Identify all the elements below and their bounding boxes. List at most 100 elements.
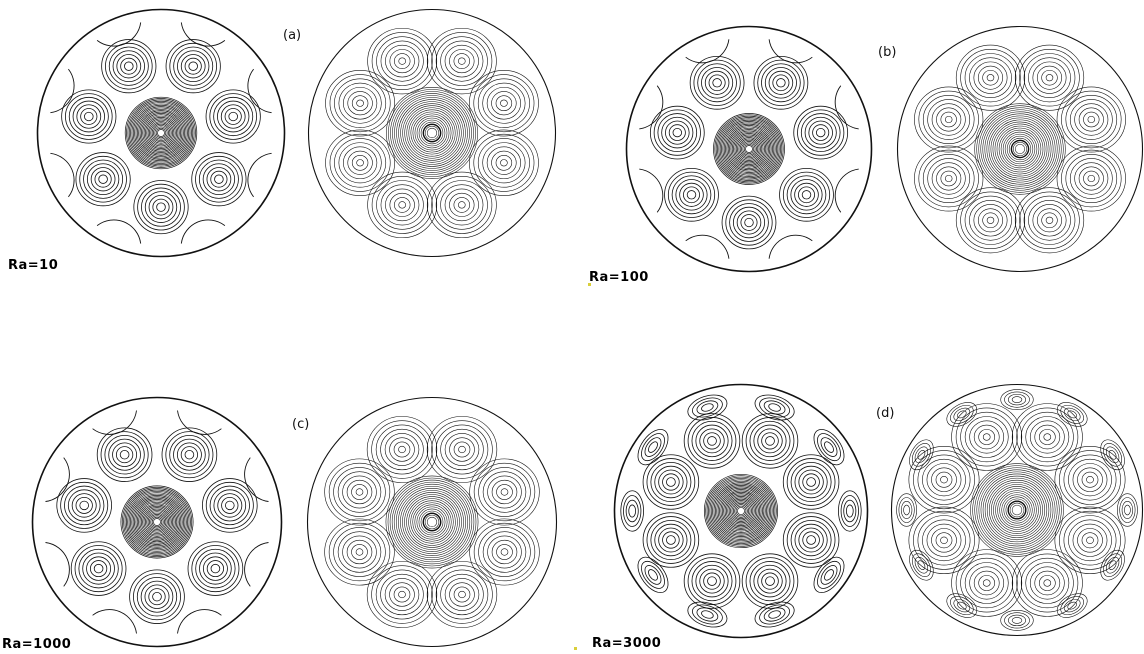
contour-line [389, 192, 415, 217]
contour-line [444, 433, 480, 466]
contour-line [151, 123, 171, 143]
contour-line [60, 481, 109, 529]
contour-line [696, 607, 719, 622]
contour-line [435, 424, 489, 475]
contour-line [646, 458, 696, 506]
contour-line [80, 108, 98, 125]
contour-line [705, 475, 777, 547]
ring-vortex [908, 446, 980, 514]
contour-line [717, 117, 781, 181]
contour-line [1000, 610, 1034, 631]
contour-line [794, 182, 819, 207]
contour-line [944, 115, 953, 124]
contour-line [683, 186, 700, 204]
contour-line [1012, 141, 1028, 157]
contour-line [398, 57, 406, 65]
contour-line [806, 535, 816, 545]
contour-line [426, 27, 497, 95]
contour-line [420, 121, 444, 145]
contour-line [1034, 424, 1061, 450]
contour-line [733, 133, 765, 165]
contour-line [130, 102, 192, 164]
contour-line [221, 496, 239, 514]
contour-line [213, 489, 247, 522]
contour-line [199, 552, 232, 585]
contour-line [482, 471, 527, 513]
contour-line [161, 427, 218, 482]
panel-a-letter: (a) [283, 28, 302, 43]
ring-vortex [61, 89, 117, 144]
contour-line [1019, 49, 1080, 107]
contour-line [125, 490, 189, 554]
contour-line [151, 516, 163, 528]
contour-line [683, 413, 741, 469]
contour-line [217, 100, 250, 133]
contour-line [132, 104, 190, 162]
contour-line [969, 420, 1005, 454]
contour-line [139, 111, 183, 155]
contour-line [1029, 420, 1065, 454]
ring-vortex [664, 167, 719, 222]
contour-line [389, 479, 475, 565]
contour-line [665, 120, 690, 145]
contour-line [909, 439, 934, 471]
contour-line [426, 516, 438, 528]
contour-line [917, 515, 971, 566]
ring-vortex [75, 152, 131, 207]
contour-line [133, 573, 181, 621]
contour-line [61, 89, 117, 144]
contour-line [820, 437, 838, 457]
contour-line [337, 531, 382, 573]
contour-line [482, 142, 526, 184]
contour-line [89, 560, 108, 578]
contour-line [1020, 411, 1074, 463]
contour-line [1011, 504, 1023, 516]
outer-cell [946, 593, 978, 618]
ring-vortex [951, 549, 1023, 617]
contour-line [328, 522, 391, 582]
contour-line [70, 541, 127, 596]
contour-line [416, 506, 448, 538]
contour-line [435, 36, 488, 86]
contour-line [759, 604, 791, 625]
contour-line [408, 109, 456, 157]
contour-line [641, 560, 665, 589]
contour-line [142, 114, 180, 152]
contour-line [414, 115, 450, 151]
contour-line [1023, 53, 1076, 103]
contour-line [765, 436, 775, 446]
contour-line [1038, 575, 1056, 591]
contour-line [714, 114, 784, 184]
contour-line [1083, 111, 1100, 128]
contour-line [820, 565, 838, 585]
contour-line [384, 433, 420, 466]
outer-cell [946, 402, 978, 427]
contour-line [1041, 212, 1058, 229]
contour-line [709, 479, 773, 543]
contour-line [1045, 216, 1054, 224]
contour-line [1002, 131, 1038, 167]
contour-line [148, 194, 174, 220]
ring-vortex [649, 105, 705, 160]
contour-line [740, 214, 758, 231]
contour-line [153, 518, 161, 526]
contour-line [376, 180, 429, 230]
contour-line [108, 46, 149, 86]
contour-line [917, 450, 926, 460]
contour-line [376, 36, 429, 86]
contour-line [940, 536, 948, 544]
contour-line [1078, 107, 1104, 132]
contour-line [973, 204, 1008, 237]
contour-line [735, 135, 763, 163]
contour-line [691, 561, 733, 602]
contour-line [491, 91, 517, 116]
central-core [428, 518, 436, 526]
contour-line [1087, 174, 1096, 183]
contour-line [1117, 493, 1138, 527]
contour-line [351, 95, 369, 112]
ring-vortex [741, 553, 799, 609]
contour-line [154, 126, 168, 140]
contour-line [128, 100, 194, 166]
ring-vortex [1054, 446, 1126, 514]
panel-c-letter: (c) [292, 417, 310, 432]
